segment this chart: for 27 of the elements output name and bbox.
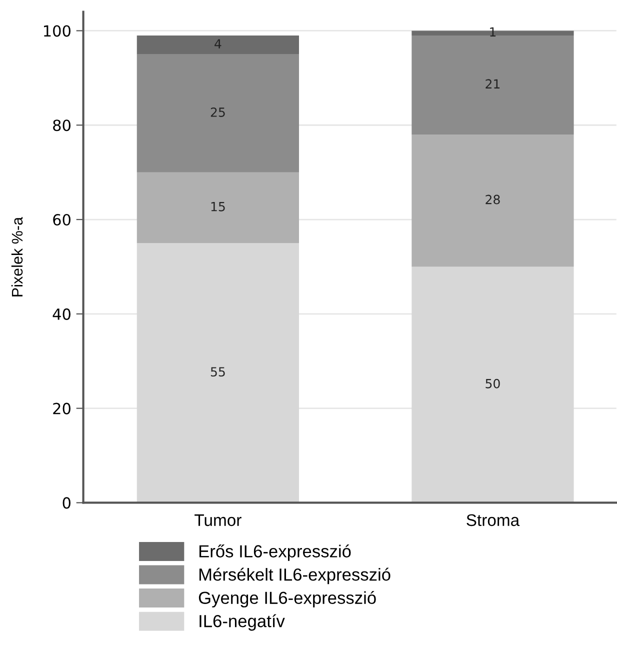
- legend-label: Mérsékelt IL6-expresszió: [199, 568, 390, 584]
- data-label: 55: [210, 367, 225, 377]
- y-tick-label: 60: [53, 214, 70, 226]
- y-tick-label: 20: [53, 402, 70, 414]
- y-tick-label: 100: [44, 25, 70, 37]
- bar: [136, 243, 300, 503]
- y-tick-label: 80: [53, 120, 70, 132]
- data-label: 25: [210, 107, 225, 117]
- bar: [136, 54, 300, 172]
- bar: [412, 266, 574, 503]
- legend-label: Gyenge IL6-expresszió: [198, 591, 376, 608]
- bar: [136, 172, 300, 244]
- data-label: 15: [211, 202, 225, 212]
- y-axis-title: Pixelek %-a: [11, 216, 23, 296]
- y-tick-label: 0: [62, 497, 70, 509]
- x-tick-label: Tumor: [194, 514, 242, 526]
- bar: [412, 134, 574, 267]
- data-label: 4: [214, 39, 222, 48]
- legend-label: IL6-negatív: [200, 614, 285, 631]
- data-label: 21: [486, 79, 500, 88]
- y-tick-label: 40: [52, 308, 70, 320]
- legend-label: Erős IL6-expresszió: [199, 544, 351, 561]
- bar: [412, 35, 574, 135]
- bar: [136, 35, 300, 54]
- data-label: 50: [486, 378, 500, 388]
- x-tick-label: Stroma: [466, 514, 520, 526]
- data-label: 28: [486, 194, 500, 204]
